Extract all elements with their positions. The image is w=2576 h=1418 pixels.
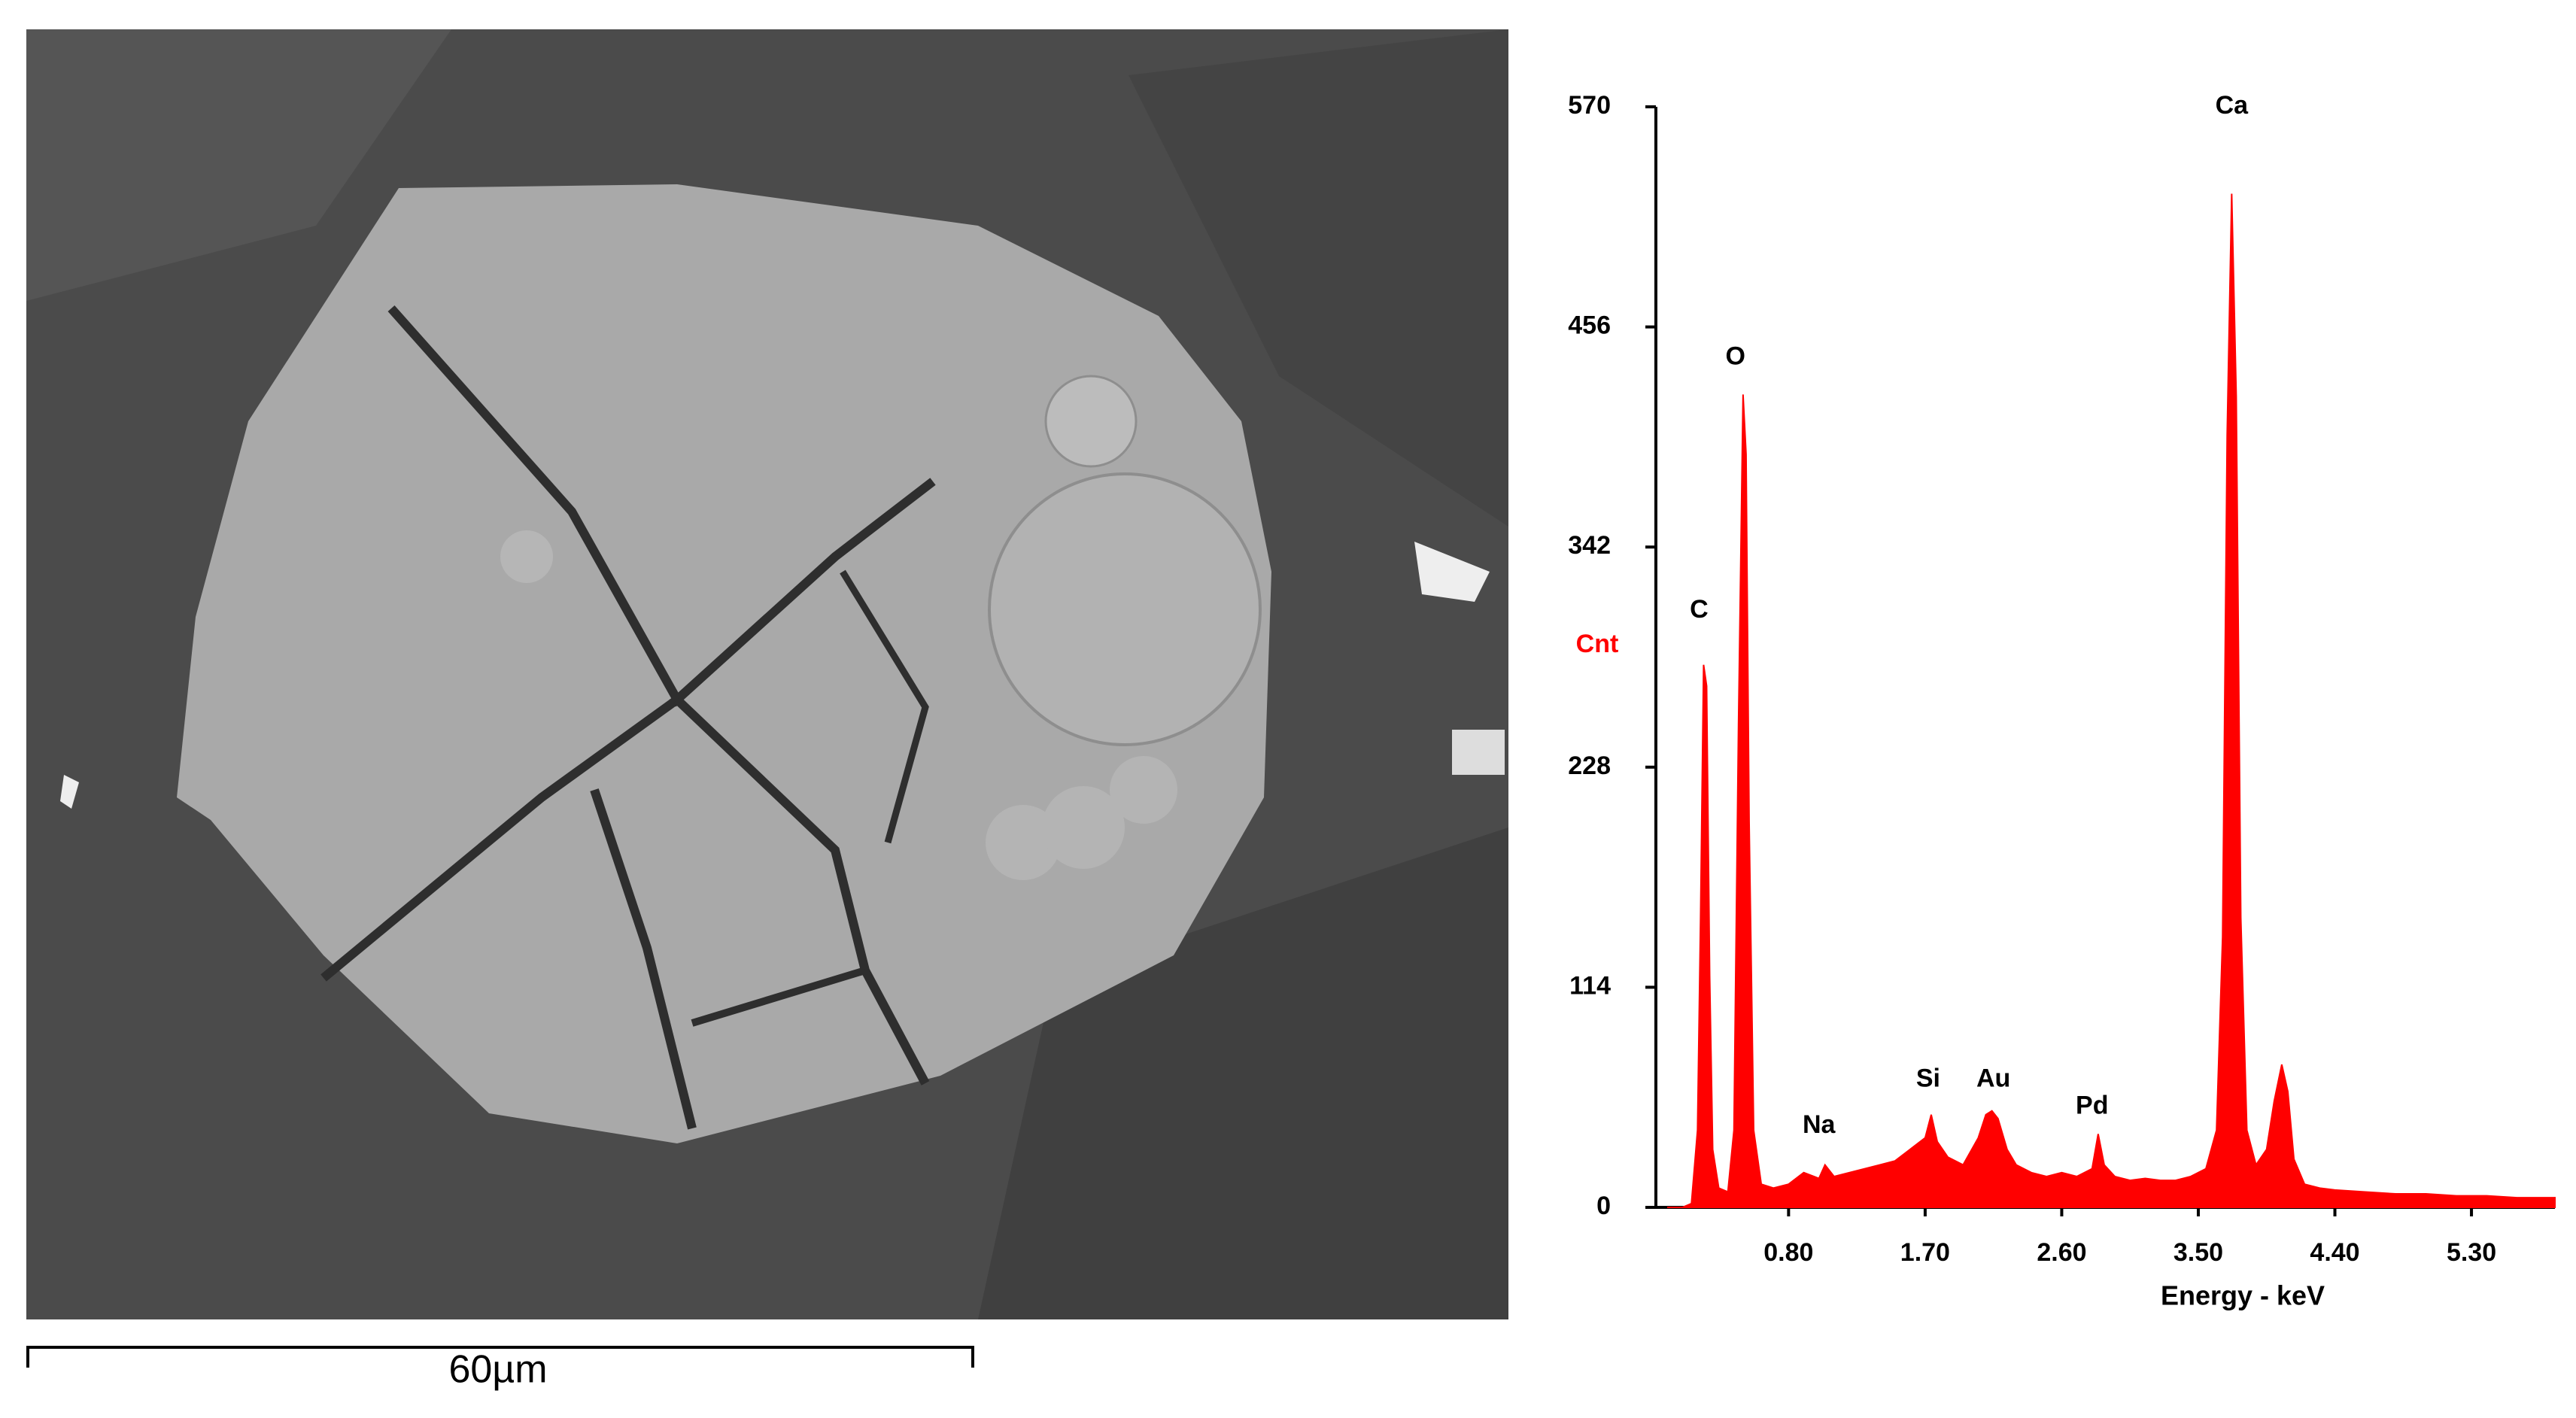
- y-tick-label: 114: [1569, 971, 1611, 1000]
- y-axis-label: Cnt: [1576, 630, 1619, 658]
- x-axis-label: Energy - keV: [2161, 1280, 2325, 1311]
- peak-label: O: [1726, 342, 1745, 371]
- x-tick-label: 4.40: [2310, 1238, 2359, 1267]
- sem-image: [26, 29, 1508, 1319]
- spectrum: [1667, 193, 2556, 1208]
- y-tick-label: 570: [1568, 91, 1611, 120]
- y-tick-label: 228: [1568, 752, 1611, 780]
- peak-label: Na: [1803, 1110, 1836, 1139]
- y-tick-label: 342: [1568, 531, 1611, 560]
- peak-label: Si: [1916, 1064, 1940, 1093]
- x-tick-label: 5.30: [2447, 1238, 2496, 1267]
- peak-label: C: [1690, 595, 1709, 624]
- peak-label: Au: [1976, 1064, 2010, 1093]
- peak-label: Pd: [2076, 1092, 2108, 1120]
- x-tick-label: 3.50: [2174, 1238, 2223, 1267]
- x-tick-label: 1.70: [1900, 1238, 1950, 1267]
- x-tick-label: 2.60: [2037, 1238, 2086, 1267]
- y-tick-label: 456: [1568, 311, 1611, 340]
- x-tick-label: 0.80: [1763, 1238, 1813, 1267]
- peak-label: Ca: [2216, 91, 2249, 120]
- scale-bar-label: 60µm: [448, 1348, 547, 1392]
- y-tick-label: 0: [1596, 1192, 1611, 1220]
